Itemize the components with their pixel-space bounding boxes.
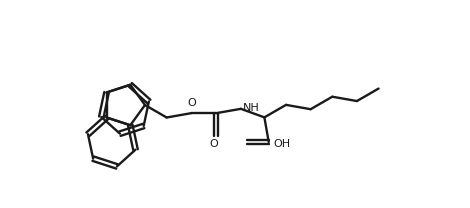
Text: O: O <box>209 139 218 149</box>
Text: NH: NH <box>243 103 259 113</box>
Text: OH: OH <box>274 139 291 149</box>
Text: O: O <box>187 98 196 108</box>
